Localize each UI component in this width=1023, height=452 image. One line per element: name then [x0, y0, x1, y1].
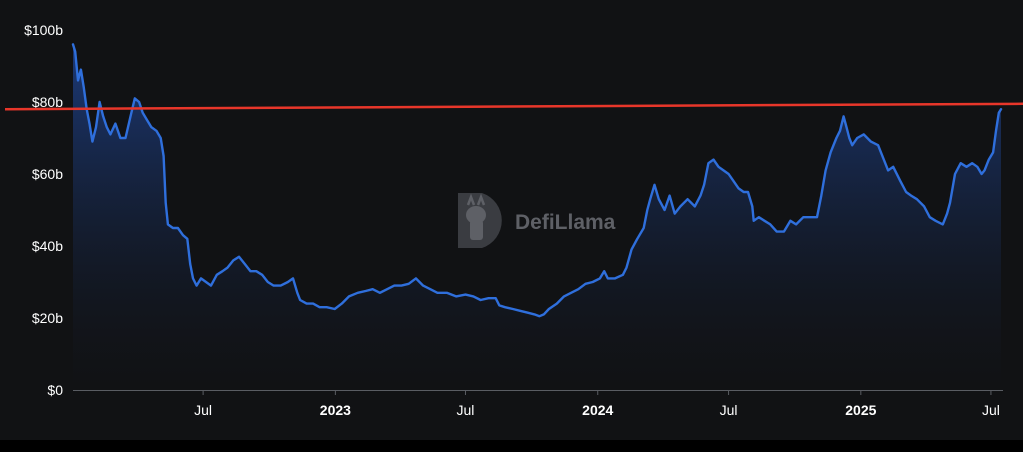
llama-logo-icon [458, 193, 502, 248]
y-tick-label: $100b [24, 22, 63, 38]
defillama-watermark: DefiLlama [458, 193, 616, 248]
x-tick-label: Jul [720, 402, 738, 418]
watermark-text: DefiLlama [515, 211, 616, 234]
reference-line [4, 102, 1023, 111]
y-tick-label: $80b [32, 94, 63, 110]
x-tick-label: 2023 [320, 402, 351, 418]
x-axis-ticks: Jul 2023 Jul 2024 Jul 2025 Jul [194, 390, 1000, 418]
x-tick-label: Jul [194, 402, 212, 418]
x-tick-label: Jul [982, 402, 1000, 418]
y-tick-label: $40b [32, 238, 63, 254]
x-tick-label: 2025 [845, 402, 876, 418]
y-tick-label: $0 [47, 382, 63, 398]
x-tick-label: Jul [457, 402, 475, 418]
x-tick-label: 2024 [582, 402, 613, 418]
y-tick-label: $60b [32, 166, 63, 182]
tvl-series-line [71, 43, 1003, 318]
y-axis-ticks: $0 $20b $40b $60b $80b $100b [24, 22, 63, 398]
y-tick-label: $20b [32, 310, 63, 326]
